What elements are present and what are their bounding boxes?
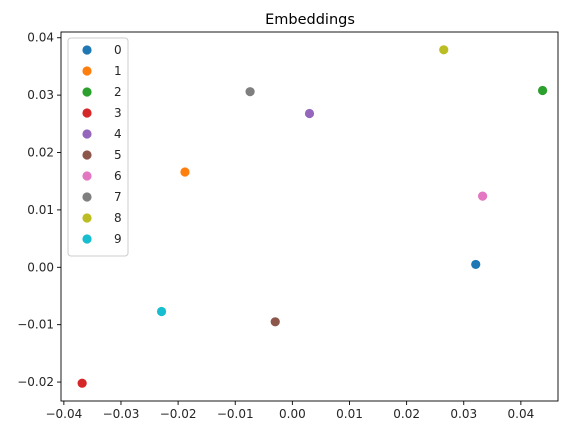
y-tick-label: −0.02 — [17, 375, 54, 389]
x-tick-label: −0.03 — [103, 407, 140, 421]
legend-label-1: 1 — [114, 64, 122, 78]
y-tick-label: 0.04 — [27, 31, 54, 45]
data-point-7 — [245, 87, 255, 97]
axis-ticks: −0.04 −0.03 −0.02 −0.01 0.00 0.01 0.02 0.03 0.04… — [17, 31, 534, 421]
x-tick-label: −0.01 — [217, 407, 254, 421]
x-tick-label: 0.03 — [450, 407, 477, 421]
legend-label-6: 6 — [114, 169, 122, 183]
data-point-5 — [270, 317, 280, 327]
chart-title: Embeddings — [265, 12, 355, 28]
x-tick-label: 0.01 — [336, 407, 363, 421]
legend-marker-7 — [82, 192, 92, 202]
legend-label-4: 4 — [114, 127, 122, 141]
legend-marker-2 — [82, 87, 92, 97]
axes-frame — [60, 31, 559, 402]
legend-label-2: 2 — [114, 85, 122, 99]
x-tick-label: 0.02 — [393, 407, 420, 421]
legend-label-0: 0 — [114, 43, 122, 57]
legend-marker-8 — [82, 213, 92, 223]
data-point-8 — [439, 45, 449, 55]
legend-marker-0 — [82, 45, 92, 55]
legend-label-8: 8 — [114, 211, 122, 225]
legend-marker-6 — [82, 171, 92, 181]
plot-area — [60, 31, 559, 402]
y-tick-label: 0.00 — [27, 260, 54, 274]
data-points — [77, 45, 548, 388]
legend-marker-5 — [82, 150, 92, 160]
legend-marker-1 — [82, 66, 92, 76]
x-tick-label: 0.00 — [279, 407, 306, 421]
y-tick-label: 0.03 — [27, 88, 54, 102]
data-point-9 — [156, 306, 167, 317]
y-tick-label: 0.01 — [27, 203, 54, 217]
data-point-1 — [180, 167, 190, 177]
legend-label-5: 5 — [114, 148, 122, 162]
data-point-2 — [537, 85, 548, 96]
y-tick-label: 0.02 — [27, 146, 54, 160]
x-tick-label: −0.02 — [160, 407, 197, 421]
data-point-6 — [477, 191, 488, 201]
x-tick-label: 0.04 — [508, 407, 535, 421]
legend-marker-4 — [82, 129, 92, 139]
legend-marker-3 — [82, 108, 92, 118]
legend-label-7: 7 — [114, 190, 122, 204]
legend-marker-9 — [82, 234, 92, 244]
y-tick-label: −0.01 — [17, 318, 54, 332]
x-tick-label: −0.04 — [45, 407, 82, 421]
legend-label-3: 3 — [114, 106, 122, 120]
legend-label-9: 9 — [114, 232, 122, 246]
data-point-0 — [471, 259, 481, 270]
legend: 0 1 2 3 4 5 6 7 8 9 — [67, 37, 129, 257]
data-point-3 — [77, 378, 87, 388]
data-point-4 — [304, 108, 315, 119]
